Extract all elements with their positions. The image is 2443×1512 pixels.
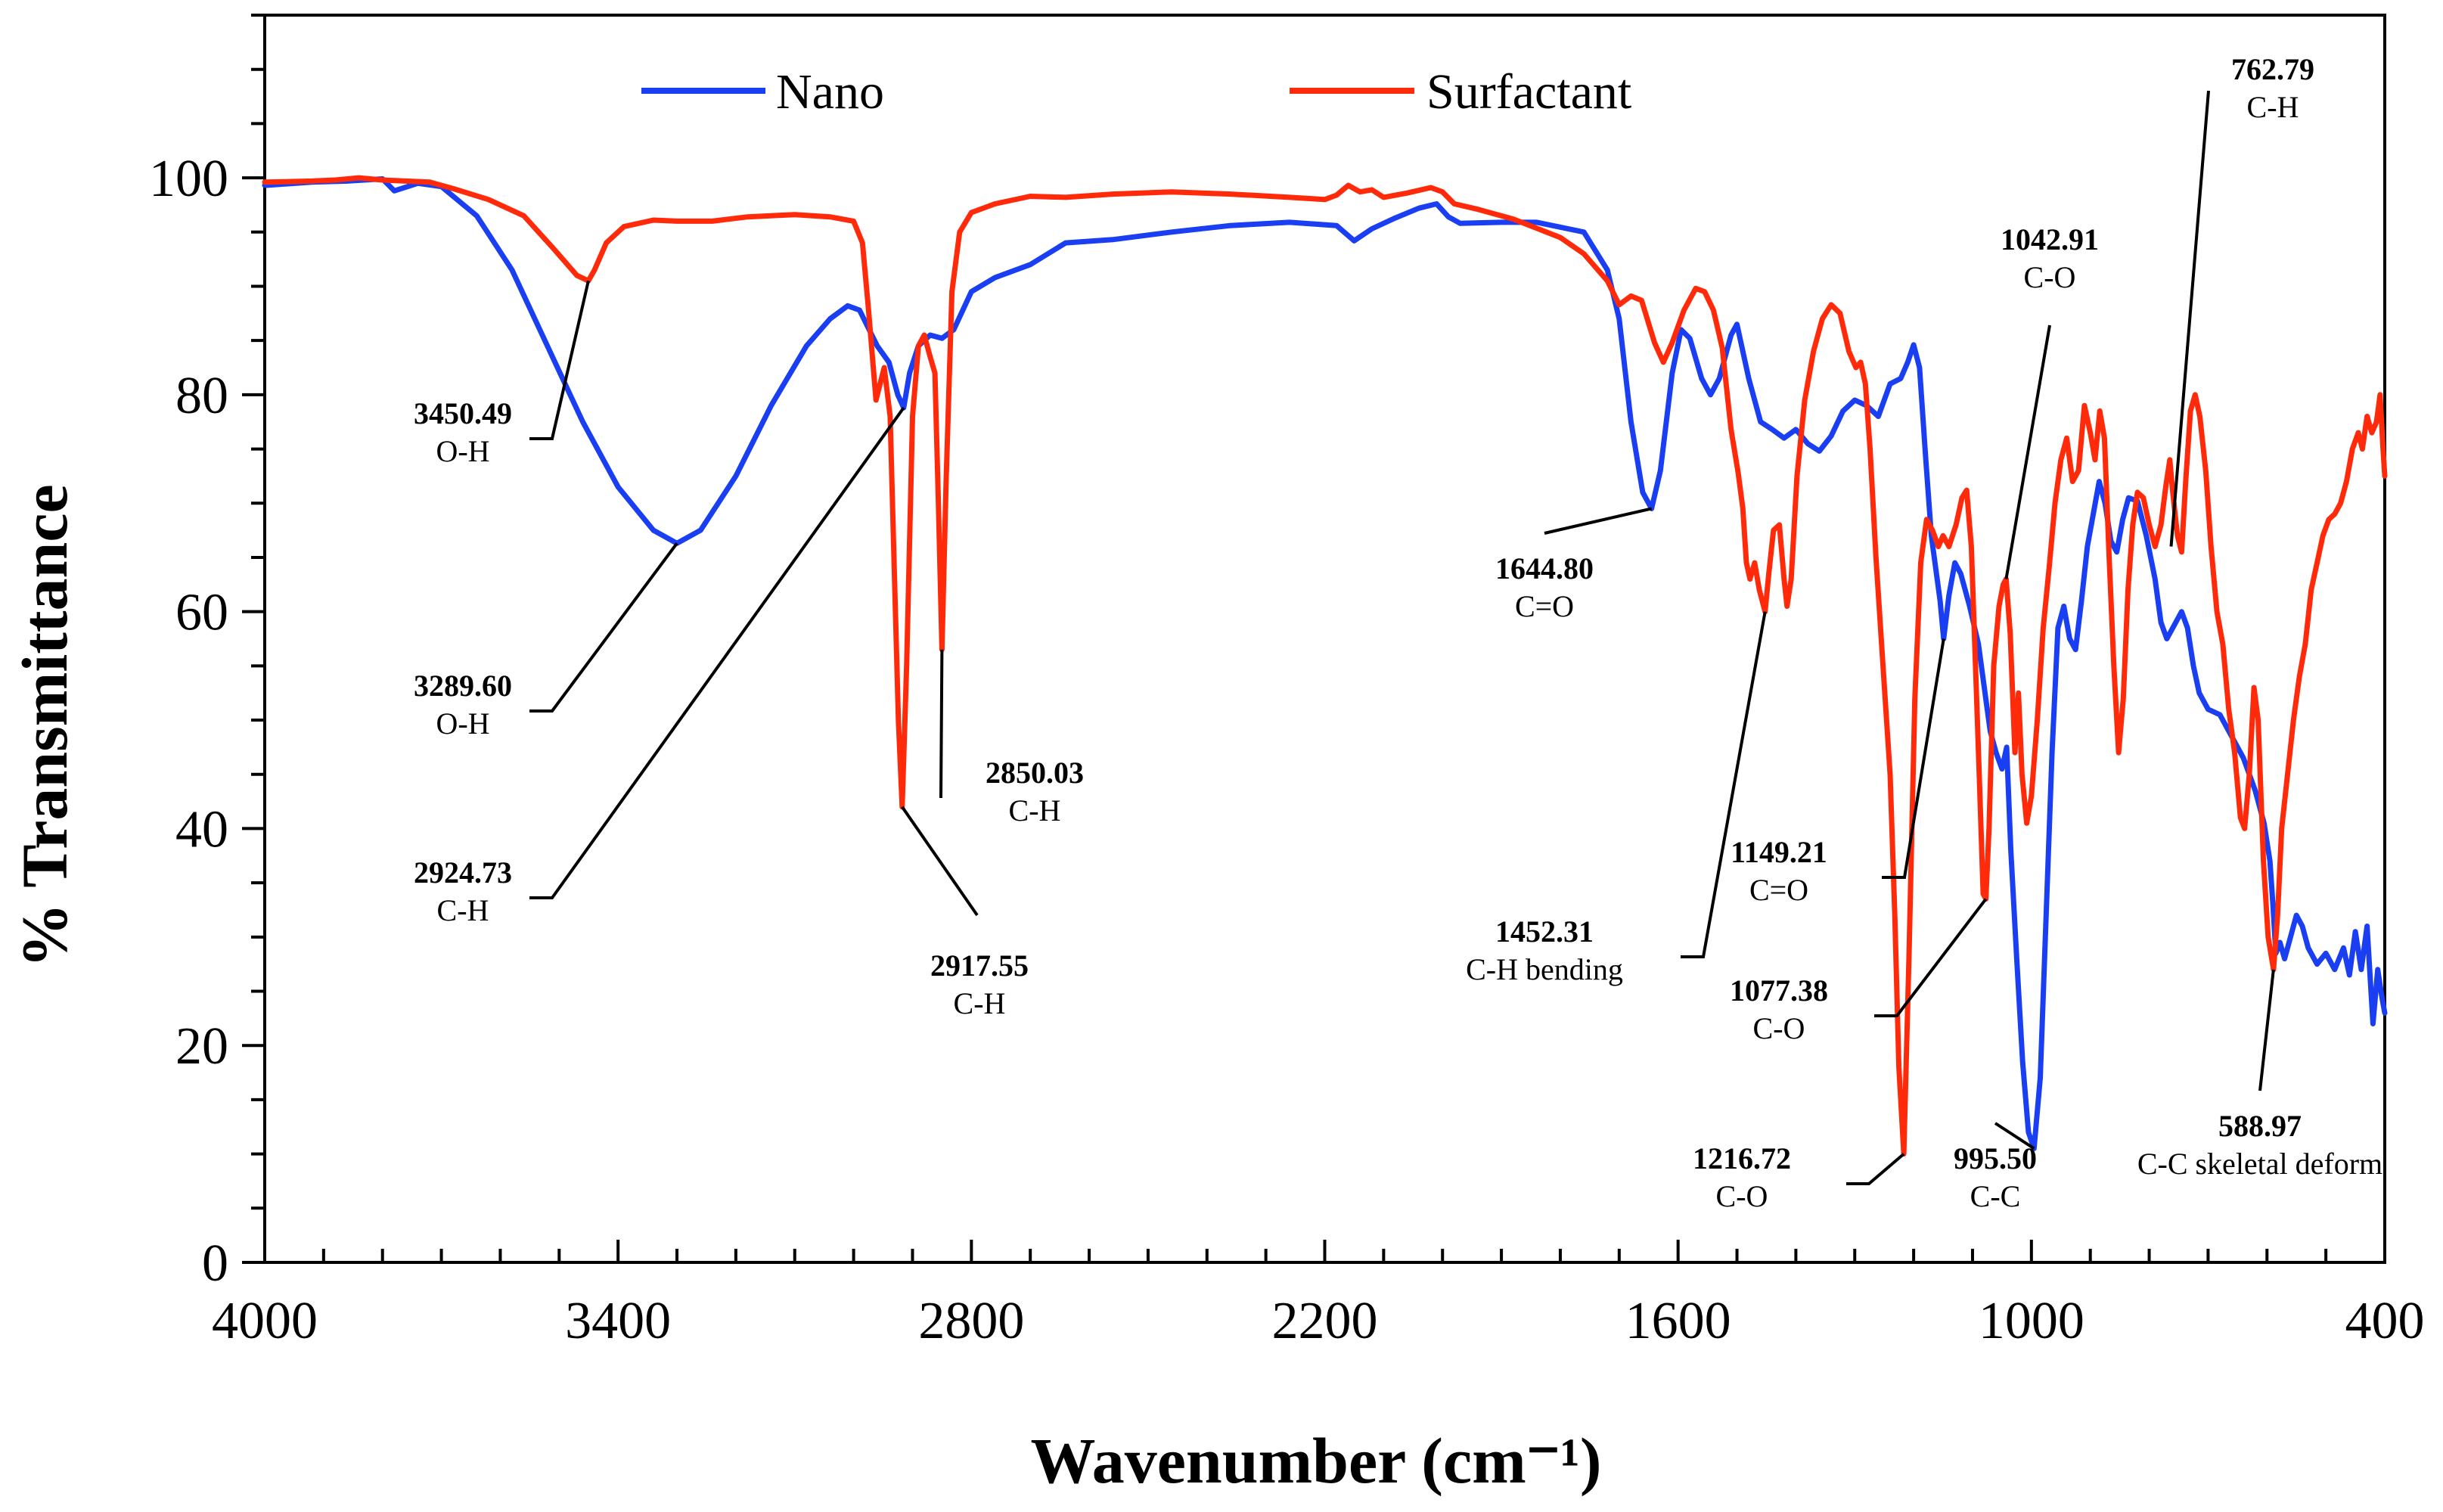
- x-axis-title: Wavenumber (cm⁻¹): [1030, 1424, 1601, 1497]
- peak-value: 588.97: [2218, 1109, 2302, 1143]
- leader-line: [1882, 638, 1945, 879]
- peak-value: 1452.31: [1495, 914, 1594, 948]
- annotation-1077.38: 1077.38 C-O: [1730, 898, 1988, 1045]
- leader-line: [1544, 507, 1653, 535]
- legend-label-nano: Nano: [776, 64, 884, 120]
- x-tick-label: 3400: [565, 1292, 671, 1350]
- peak-value: 3450.49: [414, 396, 512, 430]
- peak-assignment: C-O: [1753, 1011, 1805, 1045]
- peak-value: 2917.55: [930, 948, 1029, 983]
- y-axis-title: % Transmittance: [8, 484, 81, 967]
- peak-value: 1077.38: [1730, 973, 1828, 1007]
- peak-assignment: C-H bending: [1466, 952, 1623, 986]
- x-tick-label: 2200: [1272, 1292, 1378, 1350]
- peak-annotations: 3450.49O-H3289.60O-H2924.73C-H2917.55C-H…: [414, 52, 2382, 1213]
- annotation-2850.03: 2850.03C-H: [939, 649, 1084, 827]
- peak-assignment: C-H: [954, 986, 1006, 1020]
- series-lines: [262, 175, 2388, 1157]
- peak-value: 2850.03: [986, 756, 1084, 790]
- x-tick-label: 400: [2345, 1292, 2425, 1350]
- leader-line: [2169, 90, 2210, 547]
- peak-value: 2924.73: [414, 855, 512, 890]
- peak-assignment: C-H: [437, 893, 489, 927]
- y-tick-label: 0: [202, 1234, 228, 1293]
- annotation-995.50: 995.50 C-C: [1954, 1122, 2037, 1213]
- x-tick-label: 2800: [918, 1292, 1024, 1350]
- annotation-2924.73: 2924.73C-H: [414, 406, 905, 927]
- leader-line: [2004, 324, 2051, 579]
- y-tick-label: 60: [175, 584, 228, 642]
- annotation-762.79: 762.79 C-H: [2169, 52, 2314, 547]
- annotation-1216.72: 1216.72 C-O: [1693, 1141, 1905, 1213]
- series-line-nano: [262, 176, 2388, 1151]
- leader-line: [1994, 1122, 2035, 1150]
- series-line-surfactant: [262, 175, 2388, 1157]
- annotation-588.97: 588.97 C-C skeletal deform: [2137, 969, 2382, 1181]
- annotation-1042.91: 1042.91 C-O: [2001, 222, 2099, 579]
- leader-line: [1874, 898, 1988, 1017]
- leader-line: [901, 806, 979, 917]
- y-tick-label: 100: [149, 150, 228, 208]
- peak-value: 1216.72: [1693, 1141, 1791, 1175]
- x-tick-label: 1000: [1979, 1292, 2084, 1350]
- legend-label-surfactant: Surfactant: [1426, 64, 1631, 120]
- peak-value: 1149.21: [1731, 835, 1827, 869]
- y-tick-label: 20: [175, 1017, 228, 1076]
- peak-value: 1644.80: [1495, 551, 1594, 585]
- peak-assignment: C=O: [1515, 589, 1574, 623]
- y-tick-label: 80: [175, 367, 228, 425]
- legend: Nano Surfactant: [641, 64, 1631, 120]
- peak-assignment: C-O: [1716, 1179, 1768, 1213]
- peak-assignment: C-C skeletal deform: [2137, 1147, 2382, 1181]
- annotation-2917.55: 2917.55C-H: [901, 806, 1029, 1020]
- leader-line: [939, 649, 944, 799]
- annotation-1149.21: 1149.21 C=O: [1731, 638, 1945, 907]
- peak-value: 762.79: [2231, 52, 2314, 86]
- y-tick-label: 40: [175, 800, 228, 858]
- leader-line: [1846, 1153, 1905, 1185]
- leader-line: [529, 542, 678, 713]
- peak-value: 995.50: [1954, 1141, 2037, 1175]
- leader-line: [2258, 969, 2275, 1091]
- annotation-3450.49: 3450.49 O-H: [414, 280, 590, 468]
- x-tick-label: 1600: [1625, 1292, 1731, 1350]
- peak-assignment: O-H: [436, 434, 489, 468]
- leader-line: [529, 280, 590, 440]
- peak-assignment: O-H: [436, 706, 489, 740]
- annotation-1644.80: 1644.80 C=O: [1495, 507, 1653, 623]
- leader-line: [529, 406, 905, 899]
- peak-assignment: C-H: [2247, 90, 2299, 124]
- peak-value: 3289.60: [414, 669, 512, 703]
- annotation-1452.31: 1452.31 C-H bending: [1466, 611, 1767, 986]
- peak-value: 1042.91: [2001, 222, 2099, 256]
- annotation-3289.60: 3289.60O-H: [414, 542, 678, 740]
- peak-assignment: C-H: [1009, 793, 1061, 827]
- x-tick-label: 4000: [212, 1292, 318, 1350]
- leader-line: [1681, 611, 1767, 958]
- peak-assignment: C=O: [1749, 873, 1808, 907]
- peak-assignment: C-C: [1970, 1179, 2021, 1213]
- peak-assignment: C-O: [2024, 260, 2076, 294]
